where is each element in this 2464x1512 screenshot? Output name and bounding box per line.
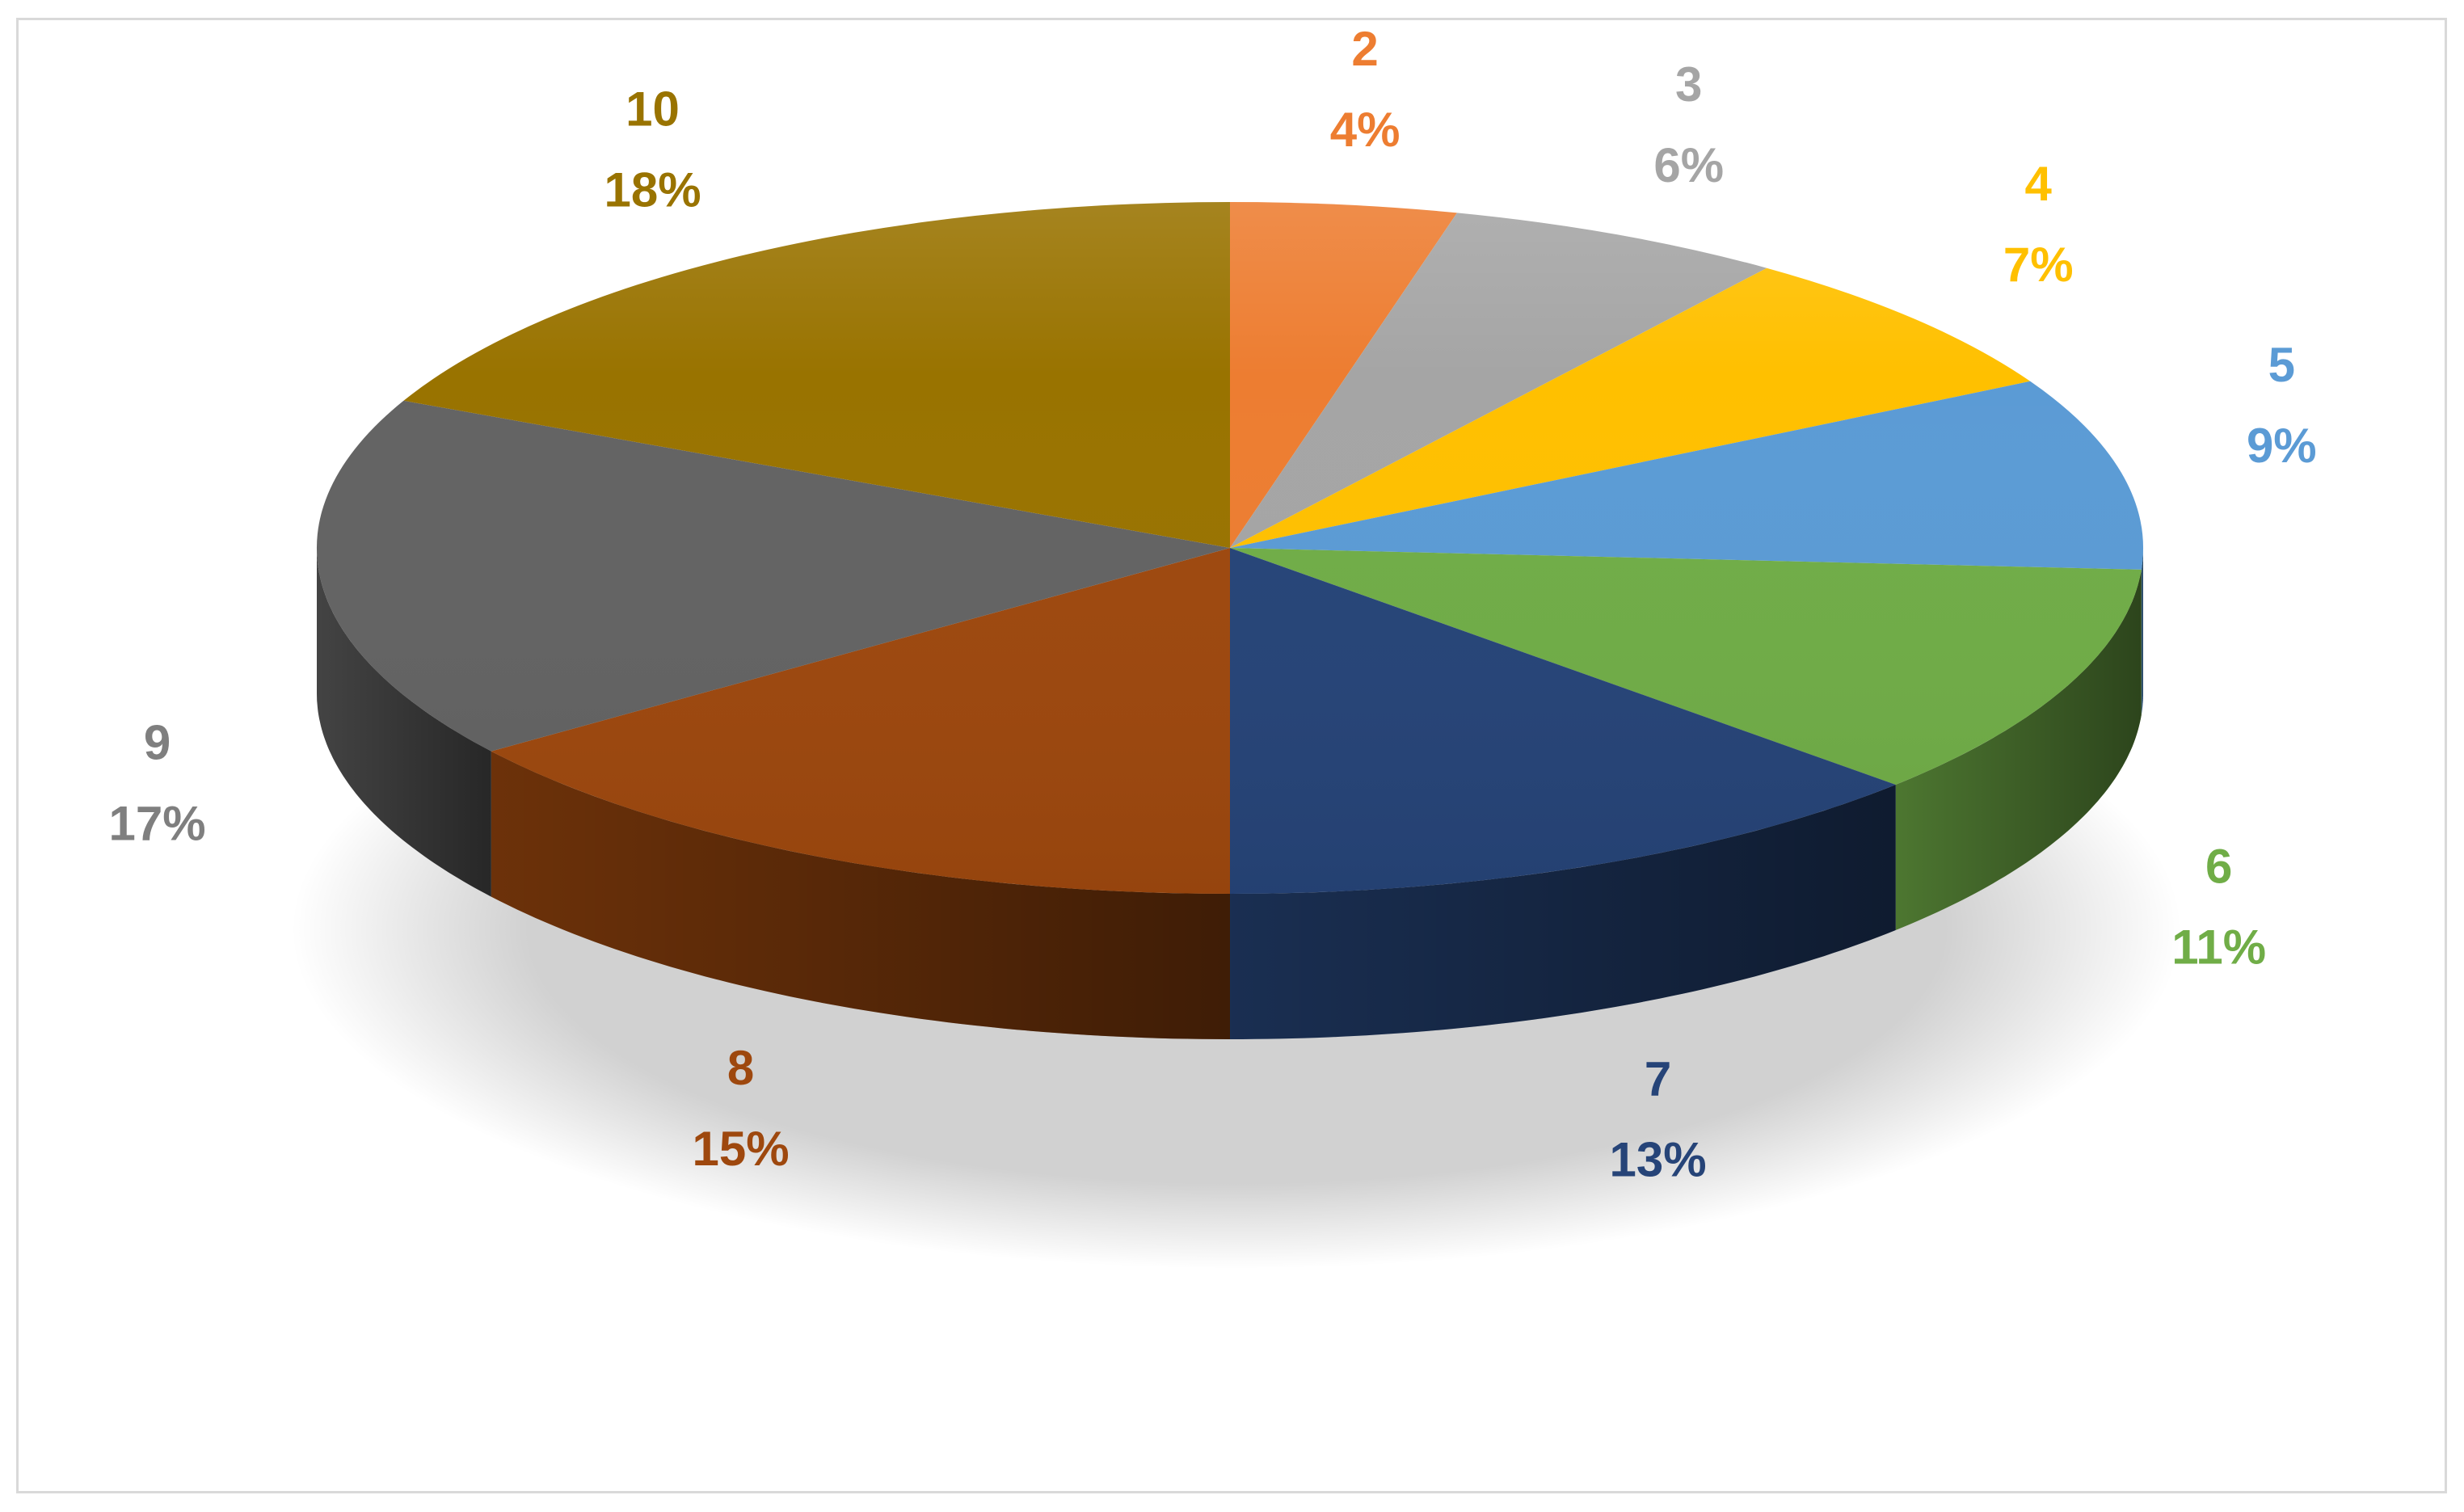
- pie-labels: 2 4% 3 6% 4 7% 5 9% 6 11% 7 13% 8 15% 9 17% 10 18%: [108, 22, 2316, 1187]
- pie-sides: [317, 548, 2143, 1039]
- pie-side-shade-8: [491, 751, 1230, 1039]
- pie-side-shade-6: [1895, 569, 2142, 930]
- slice-percent-4: 7%: [2003, 238, 2074, 292]
- slice-label-10: 10: [625, 82, 680, 137]
- slice-percent-2: 4%: [1330, 103, 1400, 157]
- slice-percent-7: 13%: [1610, 1133, 1707, 1187]
- pie-side-shade-5: [2141, 548, 2143, 715]
- slice-label-8: 8: [727, 1041, 754, 1095]
- slice-percent-9: 17%: [108, 797, 205, 851]
- pie-side-shade-7: [1230, 785, 1896, 1039]
- slice-label-9: 9: [144, 716, 171, 770]
- slice-label-4: 4: [2025, 157, 2053, 211]
- slice-label-2: 2: [1351, 22, 1378, 76]
- slice-label-7: 7: [1645, 1052, 1671, 1106]
- pie-side-shade-9: [317, 548, 491, 897]
- slice-label-3: 3: [1675, 57, 1702, 112]
- pie-top-highlight: [317, 202, 2143, 894]
- slice-percent-10: 18%: [604, 163, 701, 217]
- slice-percent-5: 9%: [2247, 419, 2317, 473]
- slice-percent-8: 15%: [693, 1122, 790, 1176]
- slice-label-6: 6: [2205, 840, 2232, 894]
- slice-percent-3: 6%: [1653, 138, 1724, 192]
- pie-tops: [316, 201, 2144, 894]
- slice-label-5: 5: [2268, 338, 2295, 392]
- slice-percent-6: 11%: [2171, 920, 2266, 975]
